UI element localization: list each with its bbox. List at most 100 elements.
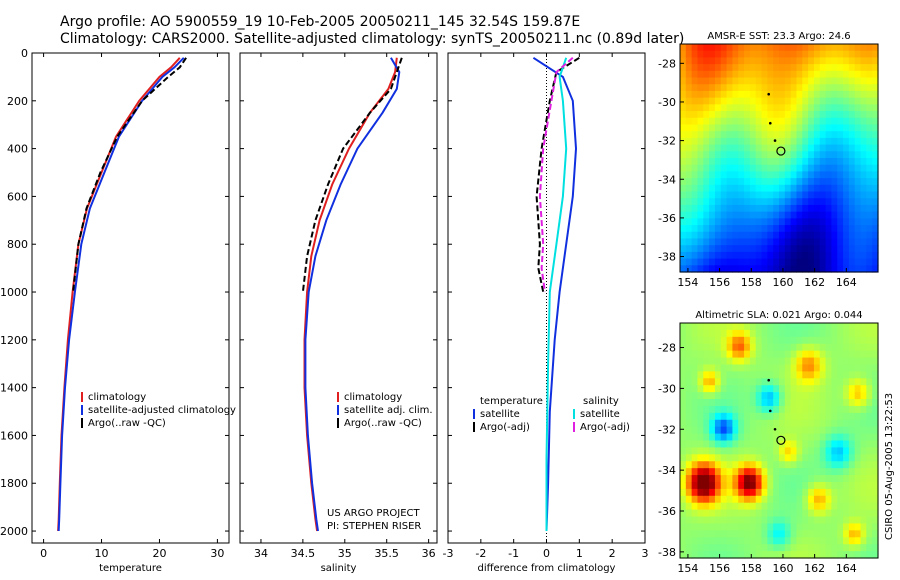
map-cell [714, 70, 722, 79]
map-cell [709, 343, 716, 352]
map-cell [808, 495, 815, 504]
map-cell [749, 544, 757, 552]
map-cell [755, 412, 763, 421]
map-cell [802, 97, 809, 105]
map-cell [703, 191, 710, 199]
map-cell [680, 329, 687, 338]
map-cell [738, 502, 745, 511]
map-cell [808, 97, 815, 105]
map-cell [720, 447, 728, 455]
x-tick-label: 0 [543, 547, 550, 560]
map-cell [685, 104, 693, 112]
map-cell [779, 385, 786, 393]
map-cell [808, 426, 815, 435]
map-cell [872, 336, 879, 345]
map-cell [749, 433, 757, 442]
map-cell [808, 516, 815, 525]
map-cell [872, 144, 879, 152]
map-cell [860, 433, 867, 442]
map-cell [813, 426, 821, 435]
map-cell [738, 131, 745, 139]
map-cell [714, 364, 722, 372]
map-cell [761, 231, 768, 240]
map-cell [796, 405, 803, 414]
map-cell [831, 551, 838, 559]
map-cell [749, 454, 757, 462]
map-cell [720, 323, 728, 331]
map-cell [837, 57, 844, 65]
map-cell [860, 350, 867, 359]
map-cell [726, 481, 734, 490]
map-cell [872, 211, 879, 219]
map-cell [738, 509, 745, 518]
map-cell [837, 371, 844, 379]
map-cell [784, 509, 792, 518]
map-cell [825, 523, 833, 531]
map-cell [819, 198, 827, 206]
map-cell [813, 64, 821, 72]
map-cell [831, 440, 838, 449]
map-cell [703, 329, 710, 338]
map-cell [872, 164, 879, 173]
map-cell [860, 426, 867, 435]
map-cell [709, 231, 716, 240]
map-cell [720, 343, 728, 352]
map-cell [813, 447, 821, 455]
legend-entry: climatology [344, 392, 402, 403]
map-cell [796, 131, 803, 139]
map-cell [779, 238, 786, 246]
map-cell [761, 245, 768, 253]
map-cell [784, 104, 792, 112]
map-cell [866, 64, 873, 72]
map-cell [808, 468, 815, 476]
map-cell [744, 516, 751, 525]
map-cell [860, 131, 867, 139]
map-cell [784, 90, 792, 99]
map-cell [697, 117, 704, 126]
map-cell [761, 171, 768, 179]
map-cell [802, 509, 809, 518]
map-cell [749, 399, 757, 407]
map-cell [796, 502, 803, 511]
map-cell [680, 440, 687, 449]
map-cell [813, 433, 821, 442]
map-cell [720, 419, 728, 428]
series-line [304, 57, 401, 532]
map-cell [854, 468, 862, 476]
map-cell [860, 70, 867, 79]
map-cell [837, 144, 844, 152]
map-cell [854, 158, 862, 166]
map-cell [802, 440, 809, 449]
map-cell [714, 90, 722, 99]
map-cell [714, 468, 722, 476]
map-cell [773, 184, 780, 193]
map-cell [738, 97, 745, 105]
map-cell [744, 364, 751, 372]
map-cell [784, 495, 792, 504]
map-cell [784, 225, 792, 233]
map-cell [866, 151, 873, 159]
map-cell [796, 158, 803, 166]
map-cell [773, 57, 780, 65]
map-cell [755, 124, 763, 132]
map-cell [790, 371, 798, 379]
map-cell [773, 225, 780, 233]
map-cell [680, 530, 687, 538]
map-cell [714, 537, 722, 545]
map-cell [749, 481, 757, 490]
map-cell [837, 433, 844, 442]
map-cell [767, 412, 774, 421]
map-cell [860, 385, 867, 393]
map-cell [790, 343, 798, 352]
series-line [57, 57, 185, 532]
map-cell [709, 144, 716, 152]
map-cell [738, 57, 745, 65]
map-cell [790, 323, 798, 331]
map-cell [714, 111, 722, 119]
map-cell [761, 461, 768, 469]
legend-entry: Argo(-adj) [580, 422, 630, 433]
map-cell [813, 204, 821, 213]
map-cell [709, 191, 716, 199]
map-cell [767, 343, 774, 352]
map-cell [819, 191, 827, 199]
